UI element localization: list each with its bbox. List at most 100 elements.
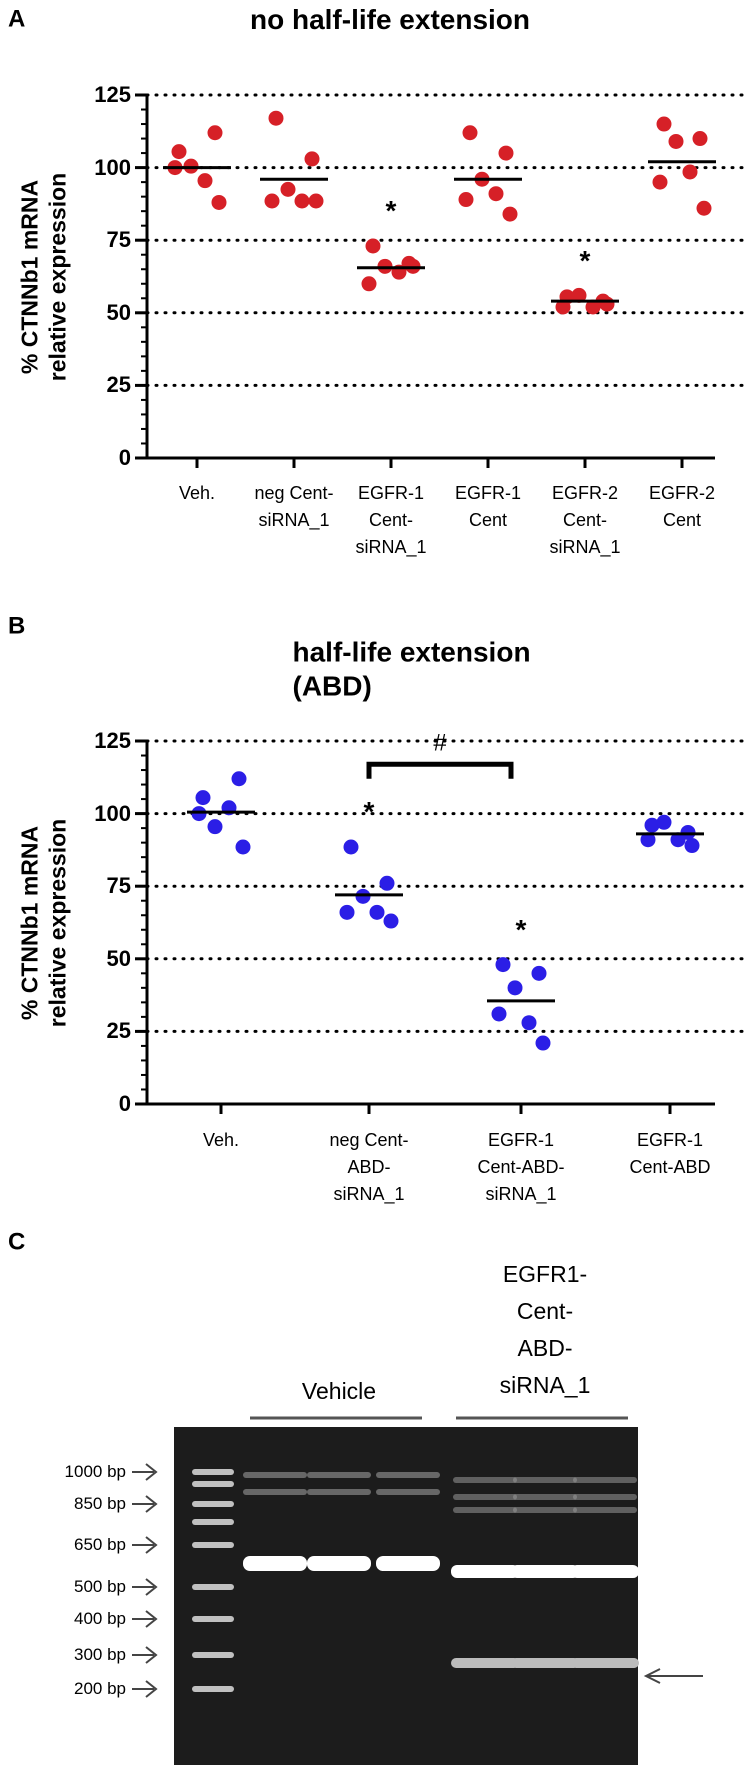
ladder-band [192, 1519, 234, 1525]
y-tick-label: 50 [106, 945, 131, 971]
gel-band [243, 1556, 307, 1571]
gel-band [376, 1472, 440, 1478]
data-point [684, 838, 700, 854]
ladder-label: 400 bp [74, 1608, 126, 1628]
gel-band [511, 1658, 579, 1668]
ladder-band [192, 1501, 234, 1507]
data-point [339, 904, 355, 920]
data-point [462, 125, 478, 141]
y-tick-label: 0 [118, 444, 131, 470]
data-point [171, 144, 187, 160]
data-point [369, 904, 385, 920]
data-point [458, 192, 474, 208]
ladder-arrow [132, 1680, 158, 1698]
chart-title: half-life extension (ABD) [292, 636, 531, 701]
ladder-arrow [132, 1610, 158, 1628]
data-point [571, 287, 587, 303]
y-axis-label: % CTNNb1 mRNA relative expression [16, 172, 70, 381]
data-point [652, 174, 668, 190]
x-tick-label: neg Cent- ABD- siRNA_1 [329, 1130, 409, 1204]
x-tick-label: EGFR-1 Cent-ABD- siRNA_1 [477, 1130, 565, 1204]
y-tick-label: 100 [94, 154, 131, 180]
data-point [211, 194, 227, 210]
x-tick-label: Veh. [202, 1130, 240, 1150]
ladder-arrow [132, 1463, 158, 1481]
data-point [555, 299, 571, 315]
ladder-arrow [132, 1646, 158, 1664]
data-point [644, 817, 660, 833]
ladder-label: 500 bp [74, 1576, 126, 1596]
significance-marker: * [385, 195, 397, 227]
data-point [308, 193, 324, 209]
data-point [365, 238, 381, 254]
gel-band [571, 1658, 639, 1668]
ladder-arrow [132, 1536, 158, 1554]
gel-band [307, 1556, 371, 1571]
x-tick-label: Veh. [178, 483, 216, 503]
gel-band [376, 1556, 440, 1571]
data-point [682, 164, 698, 180]
gel-band [453, 1507, 517, 1513]
ladder-band [192, 1686, 234, 1692]
panel-label: C [8, 1228, 26, 1256]
data-point [599, 296, 615, 312]
x-tick-label: EGFR-1 Cent-ABD [629, 1130, 711, 1177]
gel-band [307, 1489, 371, 1495]
data-point [696, 200, 712, 216]
x-tick-label: EGFR-1 Cent [454, 483, 522, 530]
ladder-band [192, 1542, 234, 1548]
data-point [343, 839, 359, 855]
data-point [502, 206, 518, 222]
lane-group-label: Vehicle [301, 1378, 377, 1405]
gel-band [513, 1494, 577, 1500]
x-tick-label: EGFR-2 Cent [648, 483, 716, 530]
gel-band [307, 1472, 371, 1478]
gel-band [451, 1565, 519, 1578]
y-tick-label: 50 [106, 299, 131, 325]
ladder-label: 650 bp [74, 1534, 126, 1554]
gel-band [451, 1658, 519, 1668]
comparison-bracket [366, 761, 514, 779]
ladder-band [192, 1584, 234, 1590]
y-tick-label: 75 [106, 872, 131, 898]
data-point [521, 1015, 537, 1031]
data-point [195, 790, 211, 806]
data-point [491, 1006, 507, 1022]
data-point [268, 110, 284, 126]
gel-band [453, 1494, 517, 1500]
data-point [585, 299, 601, 315]
gel-band [573, 1494, 637, 1500]
ladder-arrow [132, 1578, 158, 1596]
y-tick-label: 100 [94, 800, 131, 826]
x-tick-label: EGFR-2 Cent- siRNA_1 [549, 483, 621, 557]
y-tick-label: 25 [106, 372, 131, 398]
data-point [488, 186, 504, 202]
data-point [640, 832, 656, 848]
data-point [231, 771, 247, 787]
x-tick-label: neg Cent- siRNA_1 [254, 483, 334, 530]
data-point [495, 957, 511, 973]
ladder-label: 300 bp [74, 1644, 126, 1664]
gel-band [513, 1477, 577, 1483]
gel-band [573, 1477, 637, 1483]
gel-band [571, 1565, 639, 1578]
ladder-arrow [132, 1495, 158, 1513]
y-tick-label: 125 [94, 727, 131, 753]
data-point [498, 145, 514, 161]
y-tick-label: 75 [106, 226, 131, 252]
data-point [361, 276, 377, 292]
chart-title: no half-life extension [249, 4, 531, 36]
significance-marker: * [579, 244, 591, 276]
bracket-label: # [433, 729, 447, 757]
gel-band [243, 1472, 307, 1478]
gel-band [243, 1489, 307, 1495]
ladder-band [192, 1469, 234, 1475]
y-axis-label: % CTNNb1 mRNA relative expression [16, 818, 70, 1027]
x-tick-label: EGFR-1 Cent- siRNA_1 [355, 483, 427, 557]
data-point [207, 819, 223, 835]
gel-band [376, 1489, 440, 1495]
data-point [197, 173, 213, 189]
data-point [383, 913, 399, 929]
